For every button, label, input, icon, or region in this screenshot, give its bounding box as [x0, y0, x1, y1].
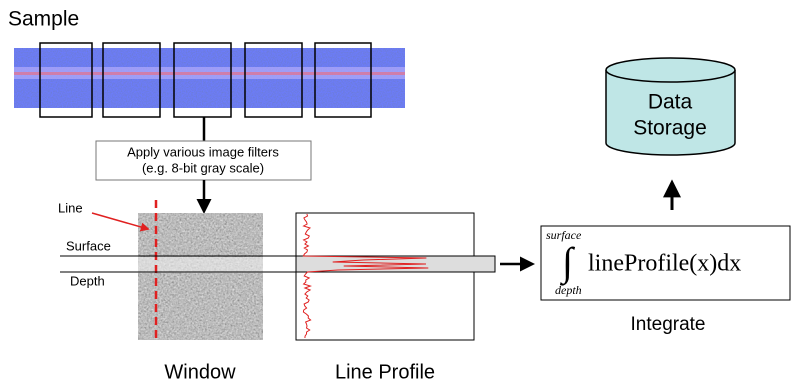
line-label: Line	[58, 200, 83, 215]
surface-label: Surface	[66, 238, 111, 253]
formula-integrand: lineProfile(x)dx	[588, 251, 741, 277]
integrate-caption: Integrate	[631, 314, 706, 335]
sample-band-red	[14, 72, 405, 75]
sample-title: Sample	[8, 8, 79, 31]
filter-text: (e.g. 8-bit gray scale)	[142, 160, 264, 175]
storage-top	[606, 58, 735, 82]
filter-text: Apply various image filters	[127, 144, 279, 159]
window-caption: Window	[164, 361, 236, 383]
storage-text: Storage	[633, 117, 707, 140]
storage-text: Data	[648, 91, 693, 114]
diagram: Sample Apply various image filters (e.g.…	[0, 0, 799, 389]
profile-highlight	[296, 256, 495, 272]
profile-box	[296, 213, 474, 340]
depth-label: Depth	[70, 273, 105, 288]
formula-lower: depth	[555, 283, 582, 297]
profile-caption: Line Profile	[335, 361, 435, 383]
